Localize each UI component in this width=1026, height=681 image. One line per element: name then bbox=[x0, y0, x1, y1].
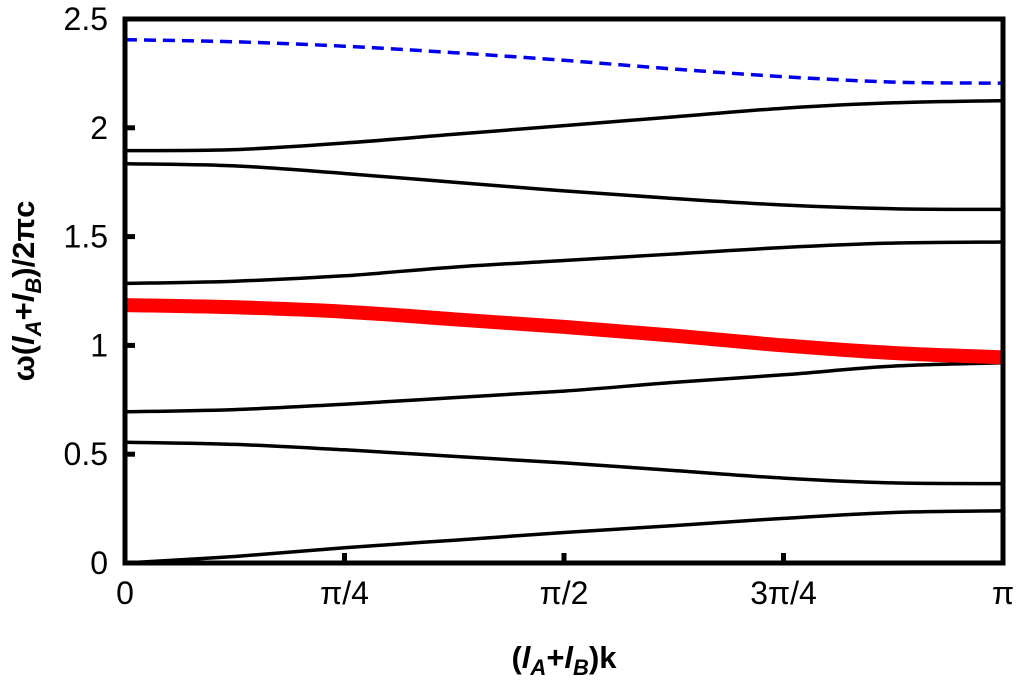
y-tick-label: 1 bbox=[90, 327, 108, 363]
y-tick-label: 0 bbox=[90, 545, 108, 581]
y-tick-label: 1.5 bbox=[64, 219, 108, 255]
series-line-5 bbox=[124, 240, 1004, 286]
x-tick-labels: 0 π/4 π/2 3π/4 π bbox=[116, 575, 1014, 611]
series-line-3 bbox=[124, 361, 1004, 414]
series-line-4 bbox=[124, 298, 1004, 365]
ticks-layer bbox=[125, 125, 787, 563]
series-line-6 bbox=[124, 161, 1004, 212]
y-tick-labels: 0 0.5 1 1.5 2 2.5 bbox=[64, 1, 108, 581]
x-tick-label: π bbox=[992, 575, 1014, 611]
series-line-1 bbox=[124, 509, 1004, 565]
series-line-7 bbox=[124, 98, 1004, 153]
series-line-8 bbox=[124, 37, 1004, 85]
series-line-2 bbox=[124, 440, 1004, 486]
x-tick-label: 3π/4 bbox=[750, 575, 817, 611]
series-layer bbox=[124, 37, 1004, 565]
y-tick-label: 0.5 bbox=[64, 436, 108, 472]
y-tick-label: 2.5 bbox=[64, 1, 108, 37]
y-axis-label: ω(lA+lB)/2πc bbox=[6, 201, 46, 382]
x-axis-label: (lA+lB)k bbox=[511, 640, 617, 680]
x-tick-label: π/4 bbox=[320, 575, 369, 611]
x-tick-label: 0 bbox=[116, 575, 134, 611]
y-tick-label: 2 bbox=[90, 110, 108, 146]
x-tick-label: π/2 bbox=[540, 575, 589, 611]
